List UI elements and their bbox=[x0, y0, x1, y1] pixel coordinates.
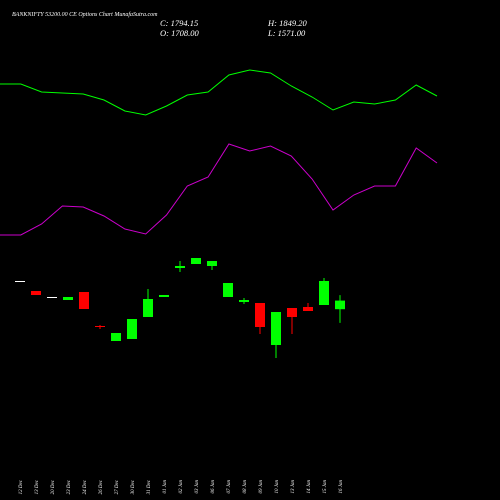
candle-body bbox=[239, 300, 249, 302]
x-tick-label: 23 Dec bbox=[67, 479, 72, 494]
candle-body bbox=[175, 266, 185, 268]
x-tick-label: 16 Jan bbox=[339, 480, 344, 494]
candle-body bbox=[111, 333, 121, 341]
info-close: C: 1794.15 bbox=[160, 18, 198, 28]
candle-body bbox=[31, 291, 41, 295]
indicator-line bbox=[0, 143, 438, 236]
candle-body bbox=[335, 300, 345, 310]
x-tick-label: 26 Dec bbox=[99, 479, 104, 494]
indicator-line bbox=[0, 69, 438, 116]
x-tick-label: 31 Dec bbox=[147, 479, 152, 494]
candle-body bbox=[223, 283, 233, 297]
info-low: L: 1571.00 bbox=[267, 28, 306, 38]
candle-body bbox=[143, 299, 153, 317]
candle-body bbox=[191, 258, 201, 264]
x-tick-label: 02 Jan bbox=[179, 480, 184, 494]
x-tick-label: 15 Jan bbox=[323, 480, 328, 494]
candle-body bbox=[95, 326, 105, 327]
candle-body bbox=[47, 297, 57, 298]
candle-body bbox=[255, 303, 265, 327]
candle-body bbox=[63, 297, 73, 300]
x-tick-label: 12 Dec bbox=[19, 479, 24, 494]
x-tick-label: 20 Dec bbox=[51, 479, 56, 494]
x-tick-label: 09 Jan bbox=[259, 480, 264, 494]
candle-body bbox=[207, 261, 217, 266]
chart-title: BANKNIFTY 53200.00 CE Options Chart Muna… bbox=[12, 11, 158, 18]
x-tick-label: 08 Jan bbox=[243, 480, 248, 494]
x-tick-label: 27 Dec bbox=[115, 479, 120, 494]
x-tick-label: 24 Dec bbox=[83, 479, 88, 494]
candle-body bbox=[159, 295, 169, 297]
x-tick-label: 13 Dec bbox=[35, 479, 40, 494]
candle-body bbox=[15, 281, 25, 282]
candle-body bbox=[271, 312, 281, 345]
x-tick-label: 14 Jan bbox=[307, 480, 312, 494]
x-tick-label: 13 Jan bbox=[291, 480, 296, 494]
candle-body bbox=[319, 281, 329, 305]
candle-body bbox=[303, 307, 313, 311]
info-high: H: 1849.20 bbox=[267, 18, 307, 28]
candle-body bbox=[79, 292, 89, 309]
x-tick-label: 01 Jan bbox=[163, 480, 168, 494]
x-tick-label: 07 Jan bbox=[227, 480, 232, 494]
x-tick-label: 30 Dec bbox=[131, 479, 136, 494]
x-tick-label: 10 Jan bbox=[275, 480, 280, 494]
candle-body bbox=[287, 308, 297, 317]
x-tick-label: 03 Jan bbox=[195, 480, 200, 494]
candle-body bbox=[127, 319, 137, 339]
x-tick-label: 06 Jan bbox=[211, 480, 216, 494]
info-open: O: 1708.00 bbox=[160, 28, 199, 38]
